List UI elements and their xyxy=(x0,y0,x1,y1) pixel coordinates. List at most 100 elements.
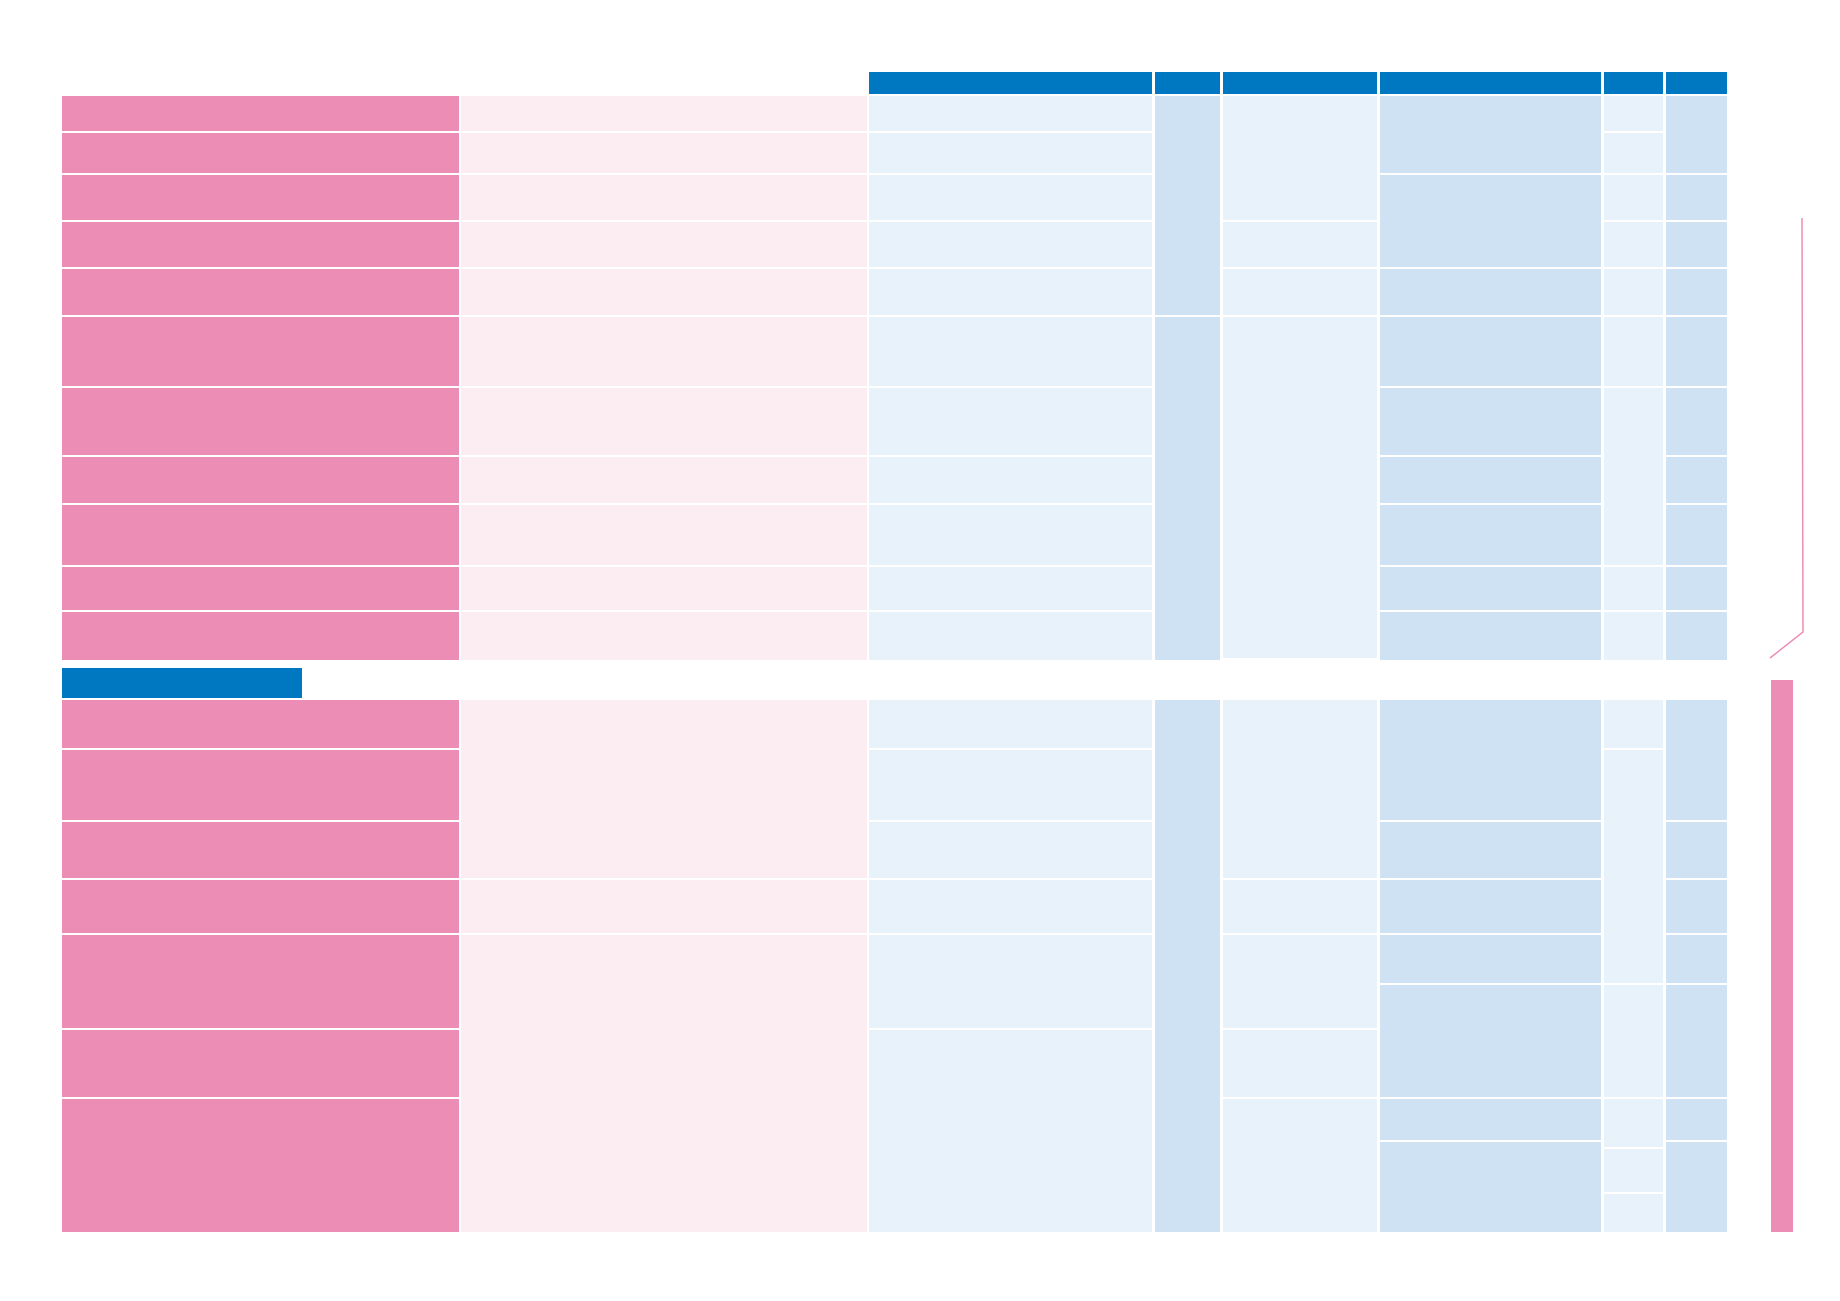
row-label xyxy=(62,317,459,386)
table-cell xyxy=(1604,96,1663,131)
row-label xyxy=(62,269,459,315)
column-header-6 xyxy=(1666,72,1727,94)
table-cell xyxy=(1666,175,1727,220)
table-cell xyxy=(1604,222,1663,267)
table-cell xyxy=(1604,1149,1663,1192)
column-header-5 xyxy=(1604,72,1663,94)
table-cell xyxy=(1666,822,1727,878)
table-cell xyxy=(1380,700,1601,820)
table-cell xyxy=(1666,700,1727,820)
row-description xyxy=(461,935,867,1232)
row-label xyxy=(62,567,459,610)
table-cell xyxy=(1380,1142,1601,1232)
table-cell xyxy=(1380,388,1601,455)
section-indicator-bar xyxy=(1771,680,1793,1232)
table-cell xyxy=(1380,822,1601,878)
row-label xyxy=(62,935,459,1028)
row-label xyxy=(62,1099,459,1232)
table-cell xyxy=(1223,880,1377,933)
table-cell xyxy=(1380,317,1601,386)
table-cell xyxy=(1666,222,1727,267)
table-cell xyxy=(869,222,1152,267)
row-description xyxy=(461,457,867,503)
table-cell xyxy=(869,96,1152,131)
table-cell xyxy=(1666,880,1727,933)
row-label xyxy=(62,96,459,131)
row-label xyxy=(62,750,459,820)
table-cell xyxy=(1604,567,1663,610)
table-cell xyxy=(1155,96,1220,315)
table-cell xyxy=(869,880,1152,933)
table-cell xyxy=(1223,935,1377,1028)
row-label xyxy=(62,388,459,455)
section-header xyxy=(62,668,302,698)
table-cell xyxy=(1666,269,1727,315)
row-description xyxy=(461,700,867,878)
row-label xyxy=(62,133,459,173)
table-cell xyxy=(1666,388,1727,455)
table-cell xyxy=(869,612,1152,660)
row-description xyxy=(461,505,867,565)
table-cell xyxy=(1604,133,1663,173)
row-description xyxy=(461,96,867,131)
table-cell xyxy=(1604,985,1663,1097)
table-cell xyxy=(869,822,1152,878)
row-description xyxy=(461,133,867,173)
table-cell xyxy=(1223,222,1377,267)
table-cell xyxy=(1666,612,1727,660)
row-description xyxy=(461,175,867,220)
table-cell xyxy=(1666,985,1727,1097)
table-cell xyxy=(1666,567,1727,610)
table-cell xyxy=(1380,567,1601,610)
table-cell xyxy=(1223,1030,1377,1097)
row-description xyxy=(461,567,867,610)
table-cell xyxy=(1604,175,1663,220)
table-cell xyxy=(1380,269,1601,315)
table-cell xyxy=(1380,505,1601,565)
table-cell xyxy=(1604,388,1663,565)
table-cell xyxy=(1155,700,1220,1232)
row-description xyxy=(461,612,867,660)
table-cell xyxy=(1380,1099,1601,1140)
table-cell xyxy=(869,1030,1152,1232)
table-cell xyxy=(1666,317,1727,386)
row-label xyxy=(62,822,459,878)
row-label xyxy=(62,612,459,660)
table-cell xyxy=(1604,750,1663,983)
row-label xyxy=(62,175,459,220)
table-cell xyxy=(1223,96,1377,220)
table-cell xyxy=(1666,96,1727,173)
table-cell xyxy=(869,935,1152,1028)
table-cell xyxy=(1604,269,1663,315)
table-cell xyxy=(1604,317,1663,386)
row-label xyxy=(62,222,459,267)
table-cell xyxy=(1604,612,1663,660)
table-cell xyxy=(1223,1099,1377,1232)
table-cell xyxy=(1666,935,1727,983)
table-cell xyxy=(869,567,1152,610)
column-header-2 xyxy=(1155,72,1220,94)
table-cell xyxy=(869,750,1152,820)
table-cell xyxy=(1223,317,1377,658)
column-header-3 xyxy=(1223,72,1377,94)
table-cell xyxy=(1604,1194,1663,1232)
table-cell xyxy=(869,457,1152,503)
column-header-1 xyxy=(869,72,1152,94)
table-cell xyxy=(869,505,1152,565)
table-cell xyxy=(869,133,1152,173)
row-label xyxy=(62,1030,459,1097)
row-label xyxy=(62,505,459,565)
table-cell xyxy=(869,700,1152,748)
table-cell xyxy=(869,317,1152,386)
row-label xyxy=(62,457,459,503)
table-cell xyxy=(1380,612,1601,660)
row-description xyxy=(461,317,867,386)
table-cell xyxy=(1223,269,1377,315)
table-cell xyxy=(1380,985,1601,1097)
table-cell xyxy=(869,388,1152,455)
row-label xyxy=(62,880,459,933)
table-cell xyxy=(869,175,1152,220)
table-cell xyxy=(1380,96,1601,173)
column-header-4 xyxy=(1380,72,1601,94)
